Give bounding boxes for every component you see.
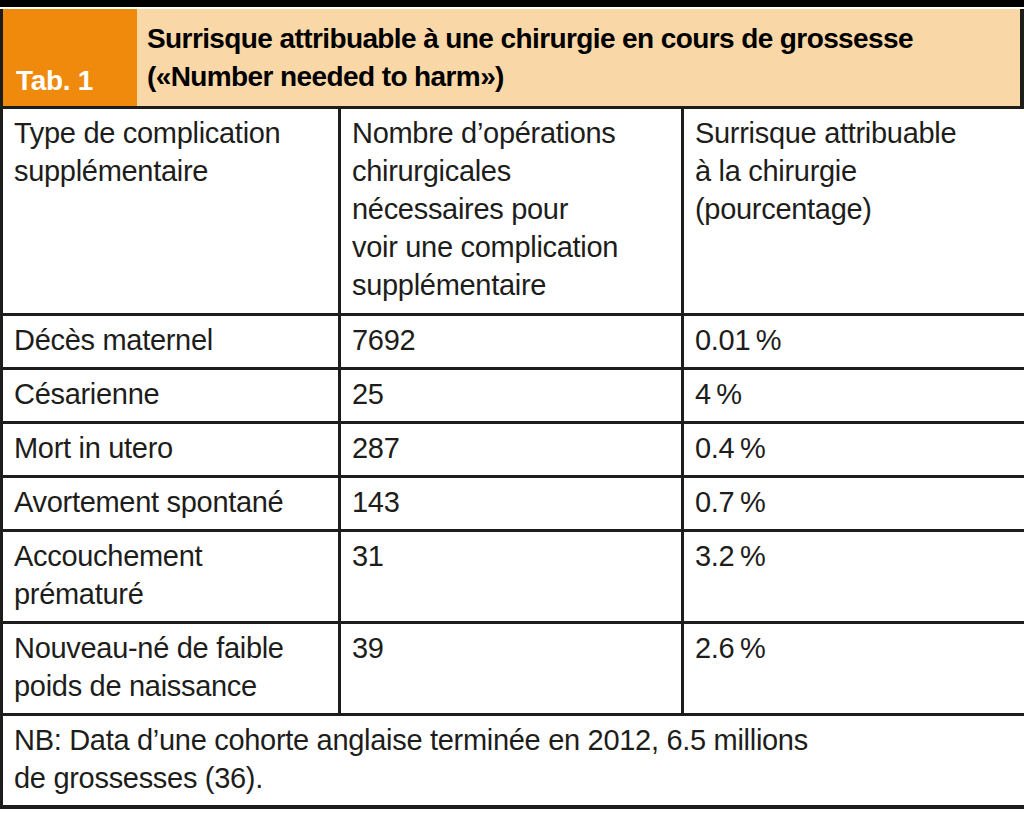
attributable-risk-cell: 2.6 % bbox=[683, 623, 1024, 715]
complication-cell: Césarienne bbox=[2, 369, 340, 423]
table-row: Avortement spontané 143 0.7 % bbox=[2, 477, 1024, 531]
table-note: NB: Data d’une cohorte anglaise terminée… bbox=[2, 715, 1024, 808]
table-figure: Tab. 1 Surrisque attribuable à une chiru… bbox=[0, 0, 1024, 814]
operations-needed-cell: 25 bbox=[340, 369, 683, 423]
complication-cell: Nouveau-né de faible poids de naissance bbox=[2, 623, 340, 715]
attributable-risk-cell: 0.01 % bbox=[683, 315, 1024, 369]
table-number-badge: Tab. 1 bbox=[3, 9, 137, 106]
top-rule bbox=[0, 0, 1024, 7]
operations-needed-cell: 39 bbox=[340, 623, 683, 715]
table-row: Accouchement prématuré 31 3.2 % bbox=[2, 531, 1024, 623]
table-row: Décès maternel 7692 0.01 % bbox=[2, 315, 1024, 369]
complication-cell: Mort in utero bbox=[2, 423, 340, 477]
table-number-label: Tab. 1 bbox=[16, 64, 93, 98]
figure-header: Tab. 1 Surrisque attribuable à une chiru… bbox=[0, 9, 1024, 106]
operations-needed-cell: 287 bbox=[340, 423, 683, 477]
operations-needed-cell: 31 bbox=[340, 531, 683, 623]
complications-table: Type de complication supplémentaire Nomb… bbox=[0, 106, 1024, 809]
table-title: Surrisque attribuable à une chirurgie en… bbox=[147, 20, 913, 96]
attributable-risk-cell: 0.7 % bbox=[683, 477, 1024, 531]
table-row: Mort in utero 287 0.4 % bbox=[2, 423, 1024, 477]
header-row: Type de complication supplémentaire Nomb… bbox=[2, 108, 1024, 315]
table-title-box: Surrisque attribuable à une chirurgie en… bbox=[137, 9, 1020, 106]
attributable-risk-cell: 4 % bbox=[683, 369, 1024, 423]
operations-needed-cell: 7692 bbox=[340, 315, 683, 369]
table-row: Nouveau-né de faible poids de naissance … bbox=[2, 623, 1024, 715]
complication-cell: Décès maternel bbox=[2, 315, 340, 369]
note-row: NB: Data d’une cohorte anglaise terminée… bbox=[2, 715, 1024, 808]
column-header-operations-needed: Nombre d’opérations chirurgicales nécess… bbox=[340, 108, 683, 315]
column-header-complication-type: Type de complication supplémentaire bbox=[2, 108, 340, 315]
complication-cell: Accouchement prématuré bbox=[2, 531, 340, 623]
table-row: Césarienne 25 4 % bbox=[2, 369, 1024, 423]
attributable-risk-cell: 0.4 % bbox=[683, 423, 1024, 477]
operations-needed-cell: 143 bbox=[340, 477, 683, 531]
complication-cell: Avortement spontané bbox=[2, 477, 340, 531]
column-header-attributable-risk: Surrisque attribuable à la chirurgie (po… bbox=[683, 108, 1024, 315]
attributable-risk-cell: 3.2 % bbox=[683, 531, 1024, 623]
